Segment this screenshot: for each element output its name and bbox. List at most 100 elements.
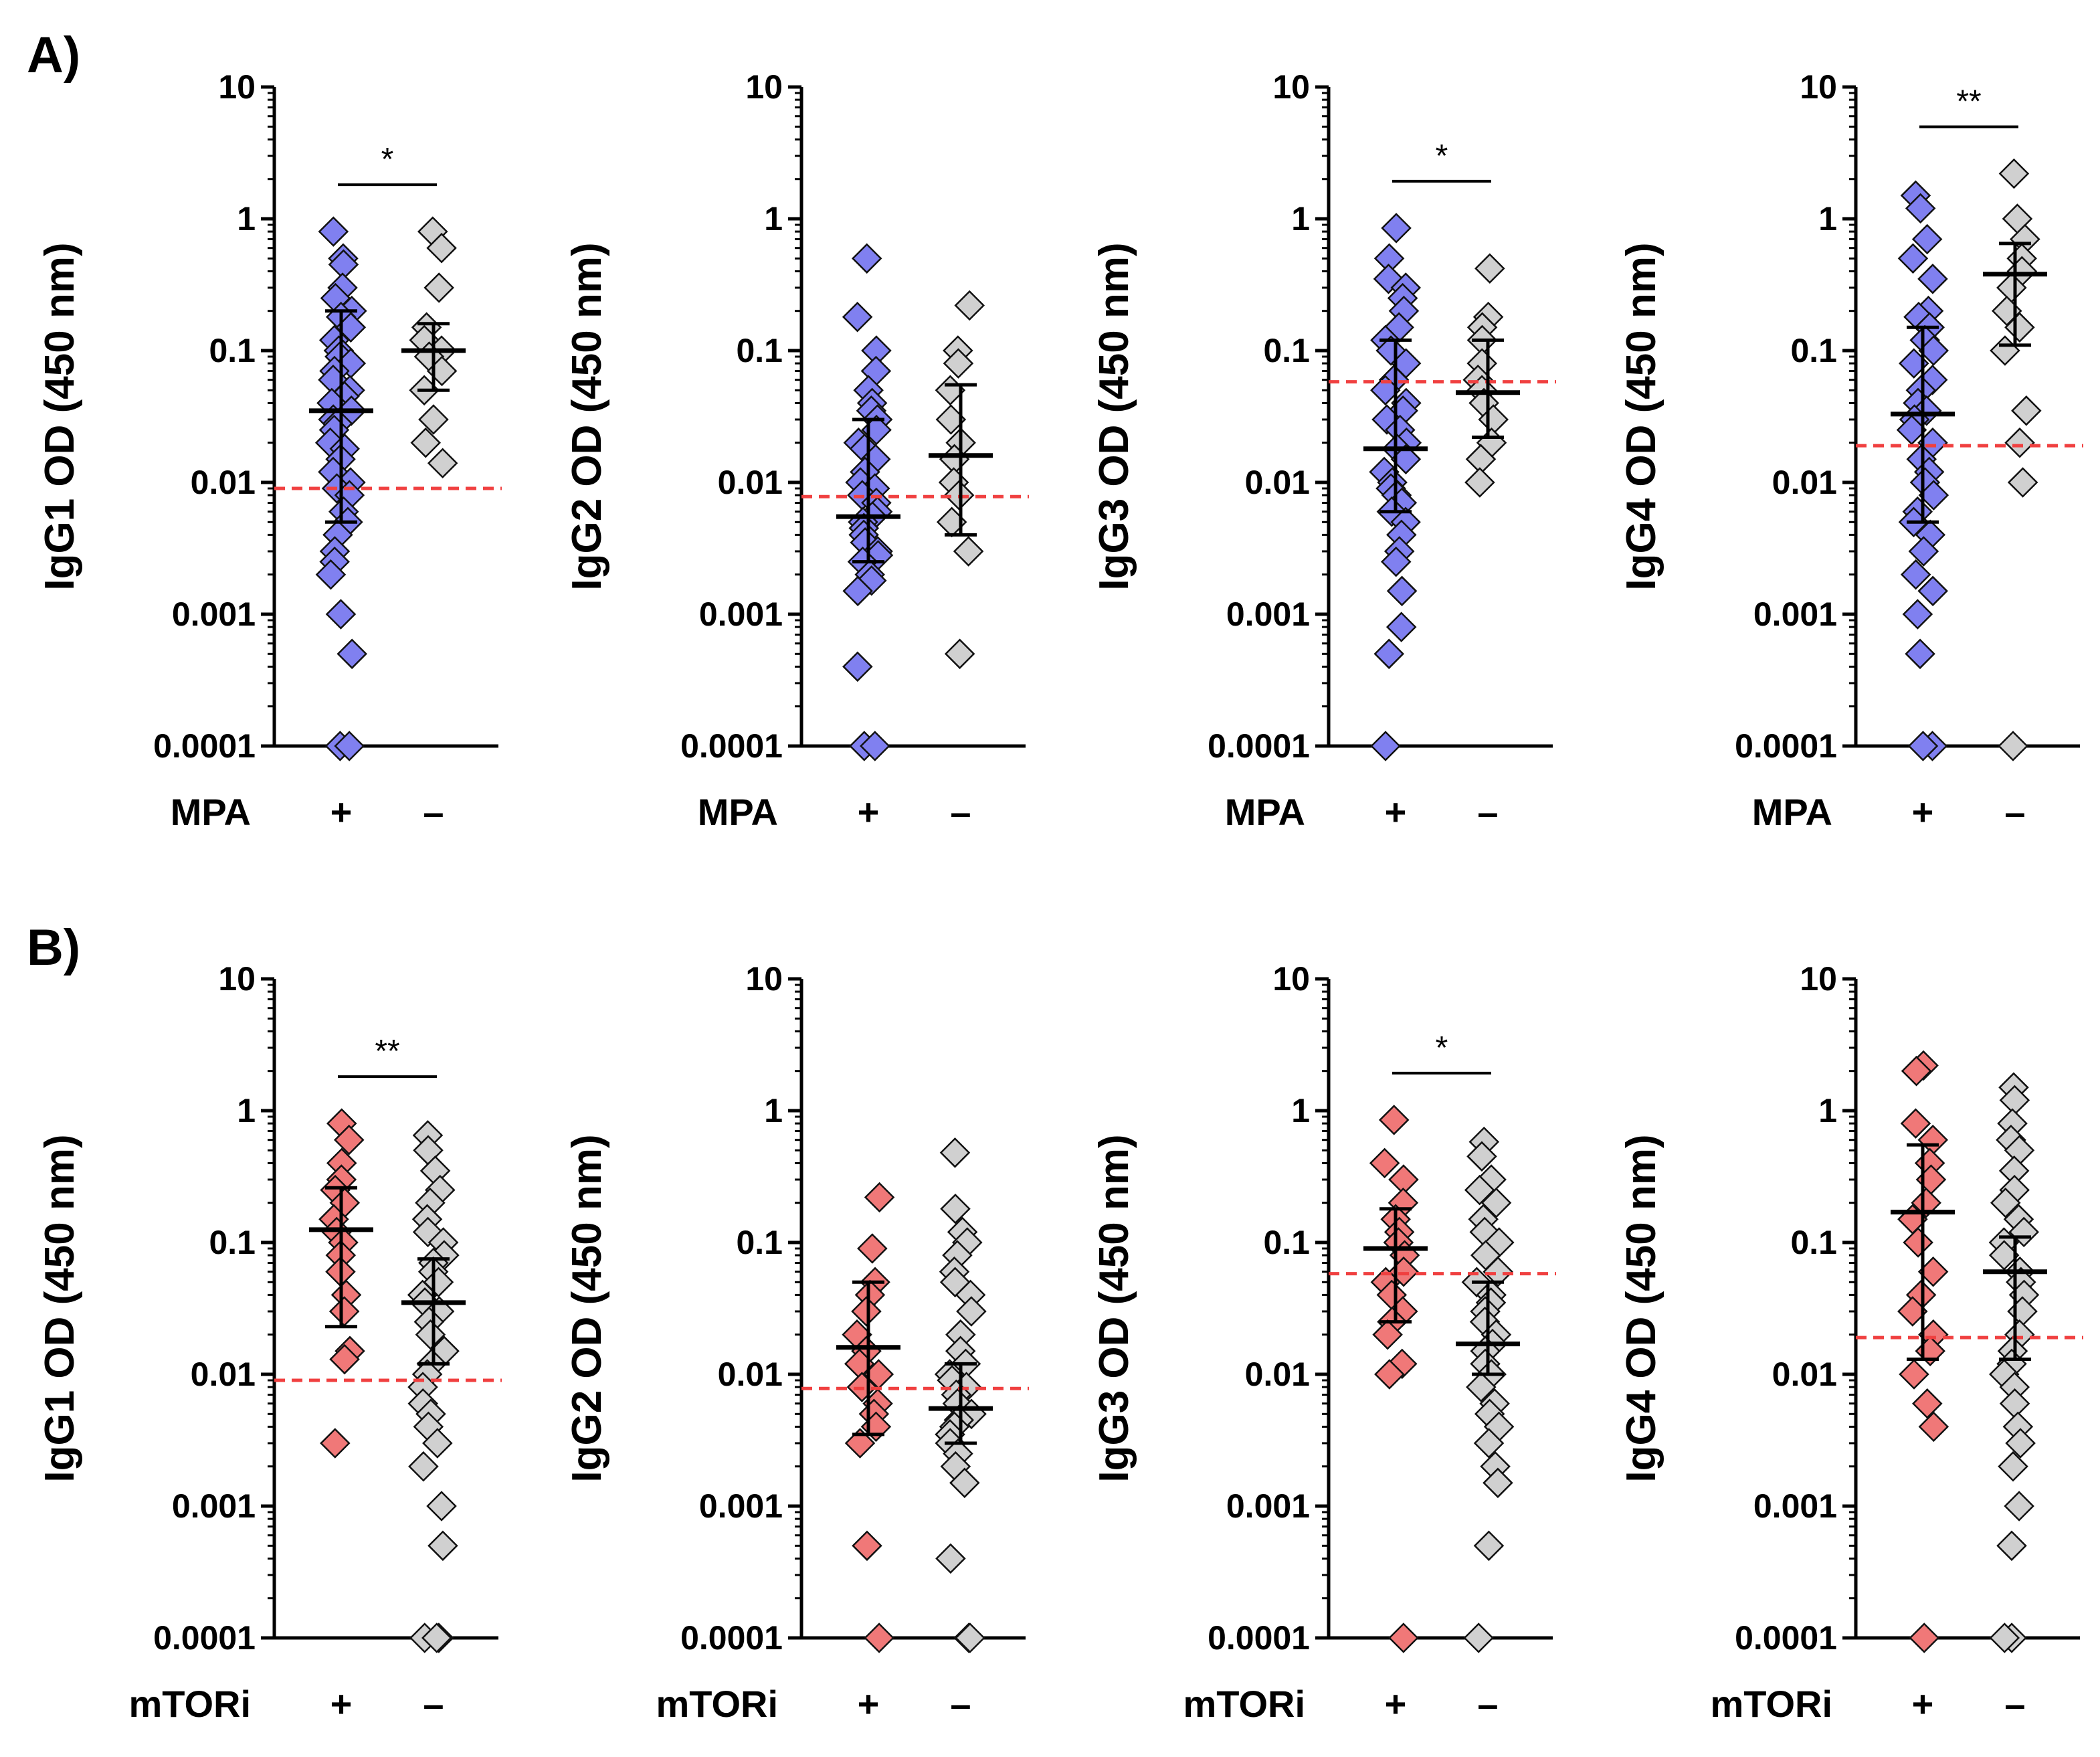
y-tick-label: 0.001: [172, 595, 256, 633]
significance-label: **: [1956, 84, 1981, 120]
data-point: [1466, 1141, 1497, 1172]
data-point: [956, 1296, 987, 1327]
data-point: [864, 1182, 895, 1213]
data-point: [408, 1451, 439, 1482]
data-point: [1380, 546, 1412, 577]
panel-label-a: A): [27, 27, 80, 84]
panel-label-b: B): [27, 919, 80, 976]
significance-label: *: [1436, 138, 1448, 174]
y-tick-label: 1: [1818, 1092, 1837, 1129]
y-tick-label: 0.0001: [153, 727, 256, 765]
y-tick-label: 0.0001: [680, 727, 783, 765]
y-tick-label: 0.01: [1245, 464, 1310, 501]
data-point: [427, 448, 458, 478]
data-point: [1998, 1451, 2028, 1482]
y-tick-label: 0.0001: [1735, 1619, 1837, 1657]
y-tick-label: 0.1: [209, 1224, 256, 1261]
y-tick-label: 0.01: [1245, 1356, 1310, 1393]
y-tick-label: 0.01: [1772, 1356, 1837, 1393]
data-point: [857, 1233, 888, 1264]
y-tick-label: 1: [237, 200, 256, 238]
group-sign-label: –: [950, 791, 971, 833]
group-sign-label: +: [1385, 1683, 1407, 1725]
y-tick-label: 0.001: [1753, 1487, 1837, 1525]
group-sign-label: –: [950, 1683, 971, 1725]
data-point: [426, 1491, 457, 1521]
data-point: [1998, 731, 2028, 761]
data-point: [1483, 1256, 1513, 1287]
y-tick-label: 10: [218, 960, 256, 998]
y-axis-label: IgG4 OD (450 nm): [1618, 1134, 1664, 1482]
group-sign-label: –: [2004, 1683, 2025, 1725]
y-tick-label: 0.001: [1226, 595, 1310, 633]
data-point: [842, 651, 873, 682]
y-tick-label: 1: [1291, 200, 1310, 238]
group-variable-label: mTORi: [128, 1683, 251, 1725]
data-point: [1481, 1187, 1512, 1218]
group-variable-label: mTORi: [1710, 1683, 1832, 1725]
y-tick-label: 10: [1800, 960, 1837, 998]
y-tick-label: 0.1: [1790, 1224, 1837, 1261]
y-tick-label: 0.001: [172, 1487, 256, 1525]
group-sign-label: +: [1385, 791, 1407, 833]
data-point: [418, 404, 449, 435]
data-point: [410, 427, 442, 458]
data-point: [422, 1428, 453, 1459]
data-point: [864, 1623, 894, 1653]
y-tick-label: 0.0001: [1735, 727, 1837, 765]
data-point: [427, 1530, 458, 1562]
data-point: [1473, 1530, 1505, 1562]
significance-label: *: [1436, 1030, 1448, 1066]
y-tick-label: 0.001: [699, 595, 783, 633]
data-point: [1996, 1530, 2027, 1562]
y-tick-label: 1: [764, 1092, 783, 1129]
y-tick-label: 0.01: [1772, 464, 1837, 501]
group-sign-label: –: [423, 1683, 444, 1725]
data-point: [955, 1623, 985, 1653]
data-point: [423, 272, 454, 303]
data-point: [415, 1319, 446, 1350]
data-point: [1909, 1623, 1940, 1653]
data-point: [953, 536, 984, 567]
y-tick-label: 10: [745, 960, 783, 998]
group-sign-label: –: [2004, 791, 2025, 833]
y-tick-label: 0.01: [718, 1356, 783, 1393]
data-point: [949, 1467, 980, 1499]
data-point: [1998, 158, 2030, 189]
group-sign-label: +: [858, 791, 880, 833]
data-point: [2004, 427, 2035, 458]
data-point: [1905, 193, 1936, 224]
y-axis-label: IgG3 OD (450 nm): [1091, 242, 1137, 590]
data-point: [1900, 559, 1931, 590]
data-point: [1903, 1227, 1933, 1258]
data-point: [1902, 599, 1933, 630]
group-variable-label: MPA: [1225, 791, 1305, 833]
data-point: [940, 1193, 971, 1224]
data-point: [1381, 213, 1412, 244]
group-sign-label: +: [1912, 791, 1934, 833]
y-tick-label: 0.0001: [153, 1619, 256, 1657]
y-tick-label: 0.001: [1753, 595, 1837, 633]
data-point: [842, 575, 873, 607]
y-tick-label: 0.0001: [1208, 1619, 1310, 1657]
y-axis-label: IgG1 OD (450 nm): [37, 242, 83, 590]
y-tick-label: 1: [764, 200, 783, 238]
plot-a-2: 10 1 0.1 0.01 0.001 0.0001 IgG2 OD (450 nm) MPA…: [564, 68, 1029, 833]
group-variable-label: mTORi: [1183, 1683, 1305, 1725]
y-tick-label: 0.0001: [680, 1619, 783, 1657]
data-point: [1908, 536, 1939, 567]
data-point: [318, 216, 349, 247]
data-point: [1989, 1623, 2020, 1653]
data-point: [2008, 1216, 2039, 1248]
y-tick-label: 0.1: [736, 332, 783, 369]
plot-a-4: 10 1 0.1 0.01 0.001 0.0001 IgG4 OD (450 nm) MPA…: [1618, 68, 2083, 833]
data-point: [1918, 1411, 1949, 1443]
y-tick-label: 10: [1272, 68, 1310, 106]
data-point: [851, 1296, 882, 1327]
data-point: [1374, 1359, 1405, 1390]
data-point: [1466, 1372, 1497, 1402]
data-point: [1901, 1055, 1932, 1087]
data-point: [1464, 467, 1495, 498]
data-point: [1386, 575, 1418, 607]
data-point: [844, 1428, 876, 1459]
